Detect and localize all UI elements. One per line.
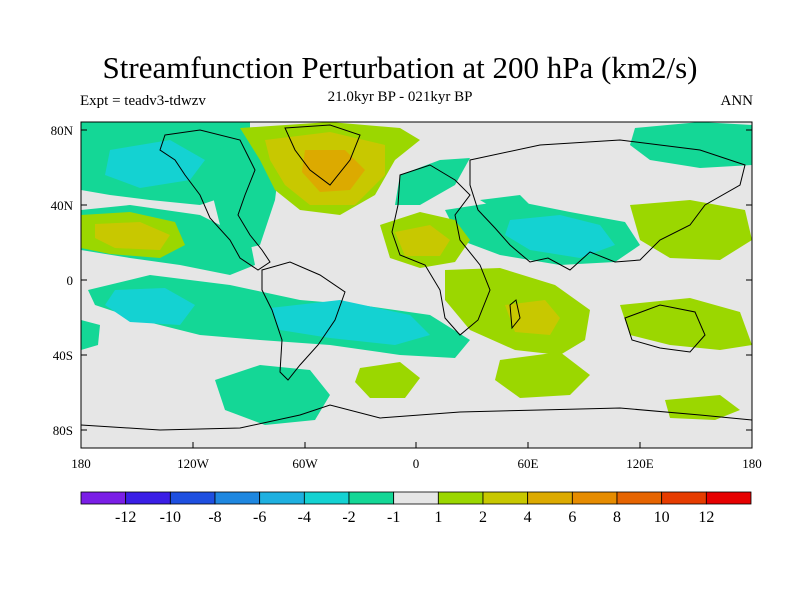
contour-south-america-core [270, 300, 430, 345]
colorbar [80, 491, 752, 505]
contour-southern-ocean [215, 365, 330, 425]
colorbar-swatch [80, 491, 127, 505]
colorbar-label: 4 [524, 509, 532, 526]
coast-north-america [159, 129, 271, 271]
contour-east-pacific-core [95, 222, 170, 250]
x-tick-label: 120E [626, 456, 654, 471]
contour-west-pacific-south [81, 320, 100, 350]
colorbar-swatch [661, 491, 707, 505]
y-tick-label: 80N [51, 123, 74, 138]
contour-indian-ocean [495, 352, 590, 398]
colorbar-label: -12 [115, 509, 136, 526]
contour-north-siberia [480, 195, 535, 215]
colorbar-swatch [437, 491, 484, 505]
colorbar-swatch [527, 491, 573, 505]
coastlines [81, 124, 752, 431]
x-tick-label: 0 [413, 456, 420, 471]
colorbar-label: -2 [342, 509, 355, 526]
contour-south-africa-core [505, 300, 560, 335]
coast-europe-africa [391, 164, 491, 336]
colorbar-swatch [616, 491, 663, 505]
colorbar-swatch [482, 491, 529, 505]
colorbar-label: -1 [387, 509, 400, 526]
y-tick-label: 40N [51, 198, 74, 213]
colorbar-labels: -12 -10 -8 -6 -4 -2 -1 1 2 4 6 8 10 12 [115, 509, 714, 526]
colorbar-label: 6 [568, 509, 576, 526]
contour-fields [81, 122, 752, 425]
colorbar-label: 1 [434, 509, 442, 526]
colorbar-label: -10 [160, 509, 181, 526]
colorbar-swatch [571, 491, 618, 505]
contour-arctic-east [630, 122, 752, 168]
colorbar-swatch [125, 491, 171, 505]
colorbar-swatch [303, 491, 350, 505]
y-tick-label: 80S [53, 423, 73, 438]
colorbar-label: 12 [698, 509, 714, 526]
colorbar-label: -8 [208, 509, 221, 526]
x-tick-label: 60W [292, 456, 318, 471]
x-tick-label: 60E [518, 456, 539, 471]
colorbar-label: -6 [253, 509, 266, 526]
contour-europe-band [395, 158, 470, 205]
colorbar-swatch [393, 491, 439, 505]
colorbar-swatch [705, 491, 752, 505]
x-tick-label: 180 [71, 456, 91, 471]
coast-south-america [261, 261, 346, 381]
y-tick-label: 0 [67, 273, 74, 288]
y-tick-labels: 80N 40N 0 40S 80S [51, 123, 74, 438]
x-axis [80, 442, 753, 448]
contour-australia [620, 298, 752, 350]
y-tick-label: 40S [53, 348, 73, 363]
contour-north-pacific-core [105, 140, 205, 188]
colorbar-label: 2 [479, 509, 487, 526]
coast-madagascar [509, 299, 521, 330]
contour-south-pacific-core [105, 288, 195, 325]
contour-southeast-asia [630, 200, 752, 260]
coast-australia [624, 304, 706, 353]
colorbar-label: -4 [298, 509, 311, 526]
contour-north-africa-core [395, 225, 450, 256]
coast-antarctica [81, 404, 752, 431]
colorbar-swatch [348, 491, 395, 505]
experiment-label: Expt = teadv3-tdwzv [80, 93, 206, 109]
coast-asia [469, 139, 746, 271]
season-label: ANN [720, 93, 754, 109]
colorbar-swatch [259, 491, 305, 505]
y-axis [81, 129, 752, 431]
contour-south-atlantic-small [355, 362, 420, 398]
x-tick-label: 120W [177, 456, 210, 471]
coast-greenland [284, 124, 361, 186]
map-title: Streamfunction Perturbation at 200 hPa (… [102, 50, 698, 85]
x-tick-labels: 180 120W 60W 0 60E 120E 180 [71, 456, 762, 471]
colorbar-swatch [169, 491, 216, 505]
colorbar-label: 8 [613, 509, 621, 526]
colorbar-swatch [214, 491, 261, 505]
contour-asia-core [505, 215, 615, 258]
colorbar-label: 10 [654, 509, 670, 526]
x-tick-label: 180 [742, 456, 762, 471]
period-label: 21.0kyr BP - 021kyr BP [327, 89, 473, 105]
